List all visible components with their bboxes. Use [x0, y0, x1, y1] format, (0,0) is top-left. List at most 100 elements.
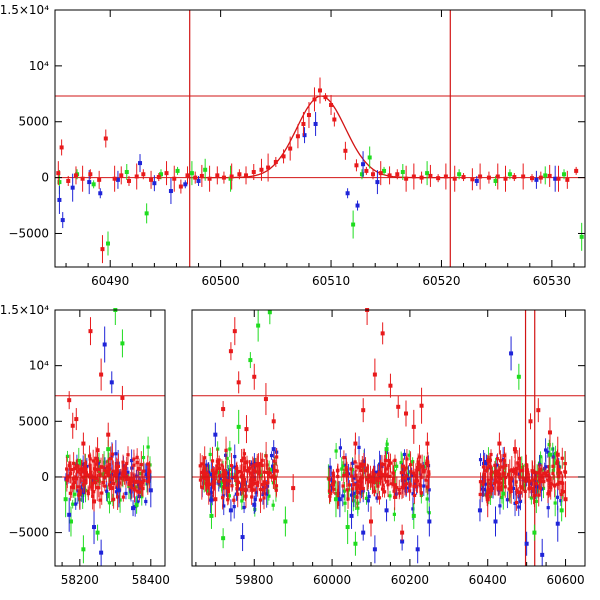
red-noise-point	[251, 482, 255, 486]
green-bottom-point-18	[384, 447, 389, 452]
red-noise-point	[272, 473, 276, 478]
green-noise-point	[97, 479, 101, 483]
green-noise-point	[270, 467, 274, 472]
bottom-panel-frames	[54, 309, 586, 567]
red-noise-point	[534, 482, 539, 486]
green-bottom-point-16	[345, 525, 350, 530]
red-bottom-point-17	[244, 427, 249, 432]
red-point-50	[411, 174, 416, 179]
red-noise-point	[425, 459, 429, 463]
red-noise-point	[515, 466, 519, 471]
red-bottom-point-20	[271, 419, 276, 424]
red-point-69	[574, 168, 579, 173]
red-point-27	[244, 173, 249, 178]
red-noise-point	[98, 498, 102, 502]
red-noise-point	[418, 463, 422, 467]
red-noise-point	[232, 498, 236, 502]
red-noise-point	[383, 458, 388, 463]
red-noise-point	[247, 466, 252, 470]
green-noise-point	[341, 464, 345, 468]
red-noise-point	[124, 474, 128, 478]
red-noise-point	[251, 468, 255, 472]
red-noise-point	[331, 482, 335, 486]
red-point-53	[436, 176, 441, 181]
green-noise-point	[547, 443, 551, 447]
red-noise-point	[490, 470, 494, 474]
red-noise-point	[238, 469, 242, 474]
red-noise-point	[203, 456, 207, 460]
red-noise-point	[342, 455, 346, 460]
red-noise-point	[217, 458, 221, 462]
red-noise-point	[234, 466, 238, 471]
red-noise-point	[111, 469, 115, 473]
red-noise-point	[402, 467, 406, 472]
green-bottom-point-4	[106, 447, 111, 452]
blue-noise-point	[411, 507, 415, 511]
red-noise-point	[95, 486, 99, 490]
blue-noise-point	[144, 472, 149, 476]
green-noise-point	[520, 466, 524, 470]
blue-noise-point	[134, 474, 138, 478]
red-noise-point	[351, 487, 355, 491]
red-bottom-point-30	[411, 424, 416, 429]
red-noise-point	[413, 474, 417, 478]
green-noise-point	[392, 512, 396, 516]
red-point-32	[281, 154, 286, 159]
green-point-6	[159, 172, 163, 177]
red-noise-point	[332, 480, 337, 484]
red-noise-point	[217, 479, 221, 483]
red-noise-point	[253, 478, 257, 482]
bottom-xtick-label-1-1: 60000	[313, 573, 351, 587]
red-noise-point	[486, 478, 490, 482]
red-point-4	[80, 176, 85, 181]
red-noise-point	[137, 466, 141, 470]
red-noise-point	[107, 474, 111, 478]
red-noise-point	[71, 482, 75, 486]
red-noise-point	[514, 500, 519, 505]
red-noise-point	[259, 461, 263, 466]
red-noise-point	[146, 479, 150, 483]
blue-noise-point	[529, 482, 534, 486]
red-noise-point	[388, 461, 393, 465]
red-noise-point	[352, 483, 356, 487]
blue-noise-point	[413, 481, 417, 485]
red-noise-point	[531, 490, 536, 494]
blue-noise-point	[110, 454, 114, 458]
red-noise-point	[544, 471, 548, 475]
blue-noise-point	[366, 499, 370, 503]
red-noise-point	[381, 483, 385, 487]
green-bottom-point-6	[120, 341, 125, 346]
bottom-xtick-label-1-4: 60600	[546, 573, 584, 587]
red-bottom-point-19	[263, 397, 268, 402]
red-noise-point	[264, 454, 268, 458]
blue-point-16	[375, 180, 380, 185]
red-noise-point	[517, 456, 522, 460]
red-noise-point	[139, 463, 143, 467]
red-noise-point	[526, 470, 530, 474]
blue-bottom-point-10	[228, 508, 233, 513]
red-noise-point	[372, 480, 376, 485]
blue-noise-point	[367, 494, 371, 499]
blue-noise-point	[362, 459, 366, 463]
red-noise-point	[242, 468, 246, 472]
red-bottom-point-1	[70, 423, 75, 428]
blue-point-2	[70, 185, 75, 190]
red-noise-point	[262, 496, 266, 500]
blue-noise-point	[329, 478, 333, 482]
red-noise-point	[113, 471, 118, 475]
green-bottom-point-24	[559, 508, 564, 513]
red-noise-point	[424, 478, 428, 482]
red-noise-point	[354, 473, 358, 478]
top-ytick-label-3: 10⁴	[29, 59, 49, 73]
red-bottom-point-21	[291, 486, 296, 491]
blue-noise-point	[517, 495, 521, 499]
green-noise-point	[500, 495, 504, 500]
blue-noise-point	[81, 462, 85, 467]
red-noise-point	[267, 472, 271, 476]
red-noise-point	[373, 489, 377, 493]
green-bottom-point-11	[248, 358, 253, 363]
red-noise-point	[242, 452, 247, 456]
red-noise-point	[247, 484, 251, 489]
red-point-36	[306, 113, 311, 118]
red-noise-point	[515, 488, 519, 492]
